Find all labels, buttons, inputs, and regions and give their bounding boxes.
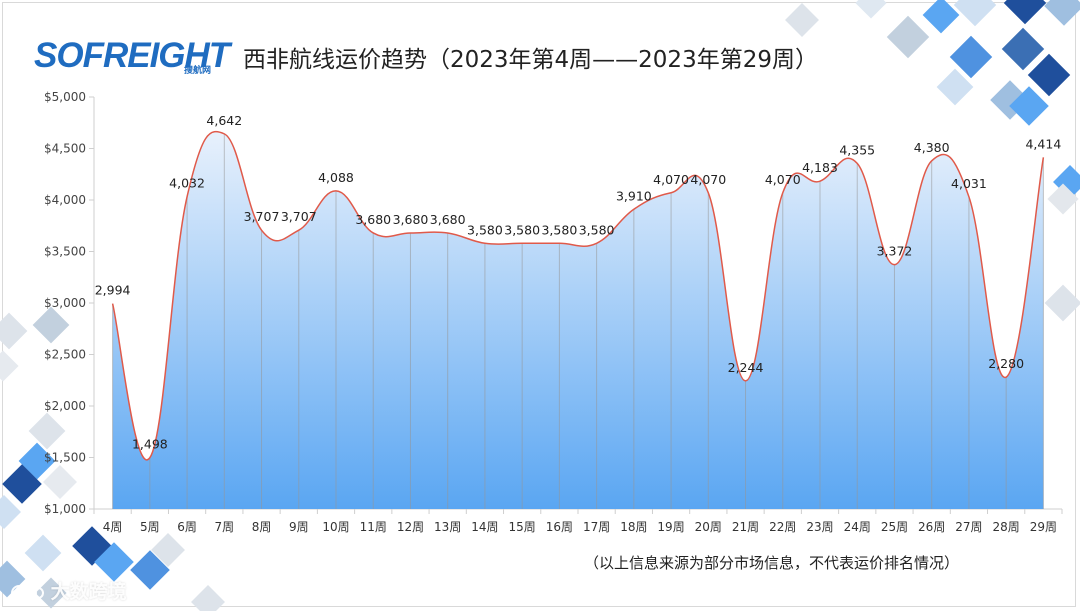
x-tick-label: 8周 [252,520,272,534]
data-label: 3,707 [244,209,280,224]
data-label: 3,680 [430,212,466,227]
data-label: 4,070 [653,172,689,187]
watermark-text: 大数跨境 [50,581,127,603]
x-tick-label: 15周 [509,520,536,534]
data-label: 4,414 [1025,136,1061,151]
x-tick-label: 20周 [695,520,722,534]
x-tick-label: 14周 [471,520,498,534]
data-label: 3,580 [504,222,540,237]
source-note: （以上信息来源为部分市场信息，不代表运价排名情况） [584,554,960,572]
drop-lines [112,133,1044,509]
y-tick-label: $2,000 [44,399,86,413]
data-label: 3,910 [616,188,652,203]
x-tick-label: 16周 [546,520,573,534]
logo-subtext: 搜航网 [184,66,212,76]
y-tick-label: $1,000 [44,502,86,516]
x-tick-label: 13周 [434,520,461,534]
y-tick-label: $4,500 [44,142,86,156]
x-tick-label: 17周 [583,520,610,534]
data-label: 3,680 [355,212,391,227]
data-label: 2,994 [95,283,131,298]
y-tick-label: $3,000 [44,296,86,310]
x-tick-label: 7周 [214,520,234,534]
x-tick-label: 4周 [103,520,123,534]
sofreight-logo: SOFREIGHT 搜航网 [34,36,230,76]
x-tick-label: 12周 [397,520,424,534]
area-layer [112,131,1044,509]
data-label: 4,088 [318,170,354,185]
series-area [112,131,1044,509]
data-label: 3,580 [579,222,615,237]
data-label: 1,498 [132,437,168,452]
x-tick-label: 11周 [360,520,387,534]
line-layer [111,130,1045,461]
x-tick-label: 25周 [881,520,908,534]
y-tick-label: $4,000 [44,193,86,207]
x-tick-label: 28周 [993,520,1020,534]
data-label: 4,070 [690,172,726,187]
y-axis: $1,000 $1,500 $2,000 $2,500 $3,000 $3,500 $4,0… [44,90,95,516]
data-label: 3,680 [393,212,429,227]
x-tick-label: 19周 [657,520,684,534]
x-tick-label: 5周 [140,520,160,534]
x-tick-label: 21周 [732,520,759,534]
y-tick-label: $1,500 [44,451,86,465]
data-labels: 2,994 1,498 4,032 4,642 3,707 3,707 4,088 3,680… [95,113,1062,452]
logo-text: SOFREIGHT [34,36,230,75]
data-label: 4,183 [802,160,838,175]
x-tick-label: 24周 [844,520,871,534]
link-loop-icon [11,584,44,601]
y-tick-label: $2,500 [44,348,86,362]
data-label: 4,070 [765,172,801,187]
data-label: 4,031 [951,176,987,191]
data-label: 3,707 [281,209,317,224]
x-tick-label: 23周 [806,520,833,534]
x-tick-label: 6周 [177,520,197,534]
x-tick-label: 26周 [918,520,945,534]
x-tick-label: 27周 [955,520,982,534]
x-tick-label: 29周 [1030,520,1057,534]
data-label: 3,372 [877,244,913,259]
data-label: 2,280 [988,356,1024,371]
data-label: 4,355 [839,142,875,157]
chart-title: 西非航线运价趋势（2023年第4周——2023年第29周） [243,47,818,73]
x-tick-label: 18周 [620,520,647,534]
x-axis: 4周 5周 6周 7周 8周 9周 10周 11周 12周 13周 14周 15周 16周 17周 18周 1… [93,508,1063,534]
x-tick-label: 22周 [769,520,796,534]
watermark: 大数跨境 [10,577,127,604]
x-tick-label: 10周 [322,520,349,534]
data-label: 4,380 [914,140,950,155]
data-label: 4,032 [169,176,205,191]
data-label: 4,642 [206,113,242,128]
y-tick-label: $5,000 [44,90,86,104]
data-label: 3,580 [467,222,503,237]
data-label: 3,580 [541,222,577,237]
x-tick-label: 9周 [289,520,309,534]
series-line [111,130,1045,461]
y-tick-label: $3,500 [44,245,86,259]
data-label: 2,244 [728,360,764,375]
